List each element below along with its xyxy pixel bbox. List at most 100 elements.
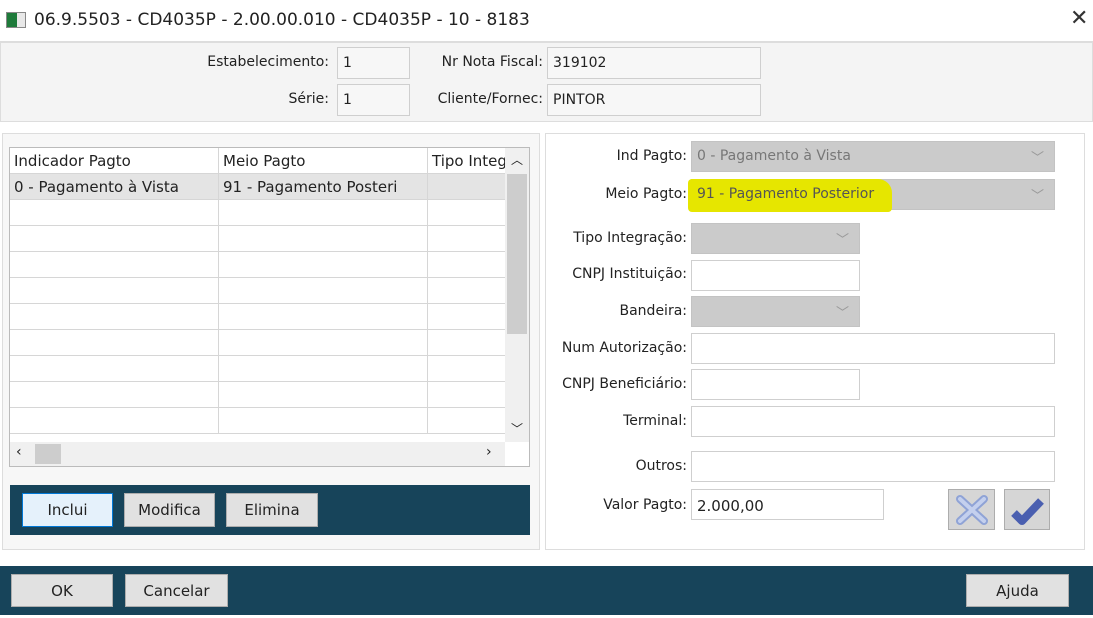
grid-cell [10,304,219,329]
cancelar-button[interactable]: Cancelar [125,574,228,607]
table-row-empty[interactable] [10,226,505,252]
grid-cell [219,200,428,225]
serie-field[interactable]: 1 [337,84,410,116]
title-bar: 06.9.5503 - CD4035P - 2.00.00.010 - CD40… [0,0,1093,42]
meio-pagto-label: Meio Pagto: [605,186,687,202]
elimina-button[interactable]: Elimina [226,493,318,527]
cnpj-instituicao-field[interactable] [691,260,860,291]
grid-cell [219,252,428,277]
grid-cell [428,226,505,251]
num-autorizacao-label: Num Autorização: [561,340,687,356]
terminal-label: Terminal: [623,413,687,429]
scroll-right-icon[interactable]: › [486,444,492,460]
grid-cell [428,356,505,381]
valor-pagto-label: Valor Pagto: [603,497,687,513]
chevron-down-icon: ﹀ [835,233,849,248]
tipo-integracao-select[interactable]: ﹀ [691,223,860,254]
app-icon [6,12,26,28]
grid-cell [219,226,428,251]
table-row[interactable]: 0 - Pagamento à Vista 91 - Pagamento Pos… [10,174,505,200]
scroll-left-icon[interactable]: ‹ [16,444,22,460]
table-row-empty[interactable] [10,304,505,330]
ind-pagto-select[interactable]: 0 - Pagamento à Vista ﹀ [691,141,1055,172]
grid-cell [428,382,505,407]
terminal-field[interactable] [691,406,1055,437]
ajuda-button[interactable]: Ajuda [966,574,1069,607]
outros-field[interactable] [691,451,1055,482]
table-row-empty[interactable] [10,408,505,434]
chevron-down-icon: ﹀ [835,306,849,321]
grid-cell [219,382,428,407]
vertical-scrollbar[interactable]: ︿ ﹀ [505,148,529,442]
grid-cell [428,304,505,329]
inclui-button[interactable]: Inclui [22,493,113,527]
table-row-empty[interactable] [10,330,505,356]
cliente-label: Cliente/Fornec: [437,91,543,107]
estabelecimento-label: Estabelecimento: [207,54,329,70]
grid-cell [428,408,505,433]
tipo-integracao-label: Tipo Integração: [573,230,687,246]
ok-button[interactable]: OK [11,574,113,607]
grid-header: Indicador Pagto Meio Pagto Tipo Integ [10,148,505,174]
window-title: 06.9.5503 - CD4035P - 2.00.00.010 - CD40… [34,10,530,30]
cnpj-instituicao-label: CNPJ Instituição: [572,266,687,282]
grid-cell [428,330,505,355]
table-row-empty[interactable] [10,356,505,382]
ind-pagto-value: 0 - Pagamento à Vista [697,148,851,164]
cell-indicador: 0 - Pagamento à Vista [10,174,219,199]
grid-cell [10,382,219,407]
header-panel: Estabelecimento: 1 Série: 1 Nr Nota Fisc… [0,42,1093,122]
scroll-up-icon[interactable]: ︿ [511,153,524,167]
horizontal-scrollbar[interactable]: ‹ › [10,442,505,466]
table-row-empty[interactable] [10,278,505,304]
meio-pagto-select[interactable]: 91 - Pagamento Posterior ﹀ [688,179,1055,212]
grid-cell [219,304,428,329]
grid-cell [10,226,219,251]
estabelecimento-field[interactable]: 1 [337,47,410,79]
grid-cell [428,278,505,303]
check-icon [1011,497,1044,525]
highlight-mark [688,179,892,212]
grid-cell [219,408,428,433]
modifica-button[interactable]: Modifica [124,493,215,527]
table-row-empty[interactable] [10,382,505,408]
cell-tipo [428,174,505,199]
confirm-entry-button[interactable] [1004,489,1050,530]
chevron-down-icon: ﹀ [1030,189,1044,204]
grid-cell [219,278,428,303]
column-header[interactable]: Tipo Integ [432,152,505,170]
cnpj-beneficiario-field[interactable] [691,369,860,400]
grid-cell [10,330,219,355]
nr-nota-field[interactable]: 319102 [547,47,761,79]
payments-grid[interactable]: Indicador Pagto Meio Pagto Tipo Integ 0 … [9,147,530,467]
column-header[interactable]: Indicador Pagto [10,148,219,173]
vertical-scroll-thumb[interactable] [507,174,527,334]
cliente-field[interactable]: PINTOR [547,84,761,116]
outros-label: Outros: [635,458,687,474]
cancel-entry-button[interactable] [948,489,995,530]
chevron-down-icon: ﹀ [1030,151,1044,166]
cell-meio: 91 - Pagamento Posteri [219,174,428,199]
valor-pagto-field[interactable]: 2.000,00 [691,489,884,520]
horizontal-scroll-thumb[interactable] [35,444,61,464]
nr-nota-label: Nr Nota Fiscal: [441,54,543,70]
serie-label: Série: [288,91,329,107]
bandeira-select[interactable]: ﹀ [691,296,860,327]
grid-cell [428,200,505,225]
cnpj-beneficiario-label: CNPJ Beneficiário: [562,376,687,392]
grid-cell [428,252,505,277]
grid-cell [10,278,219,303]
grid-cell [10,252,219,277]
close-icon[interactable]: ✕ [1070,6,1089,31]
ind-pagto-label: Ind Pagto: [616,148,687,164]
table-row-empty[interactable] [10,252,505,278]
num-autorizacao-field[interactable] [691,333,1055,364]
table-row-empty[interactable] [10,200,505,226]
scroll-down-icon[interactable]: ﹀ [511,422,524,436]
x-icon [955,494,988,525]
grid-cell [10,356,219,381]
meio-pagto-value: 91 - Pagamento Posterior [697,186,875,202]
grid-cell [219,330,428,355]
bandeira-label: Bandeira: [619,303,688,319]
column-header[interactable]: Meio Pagto [219,148,428,173]
